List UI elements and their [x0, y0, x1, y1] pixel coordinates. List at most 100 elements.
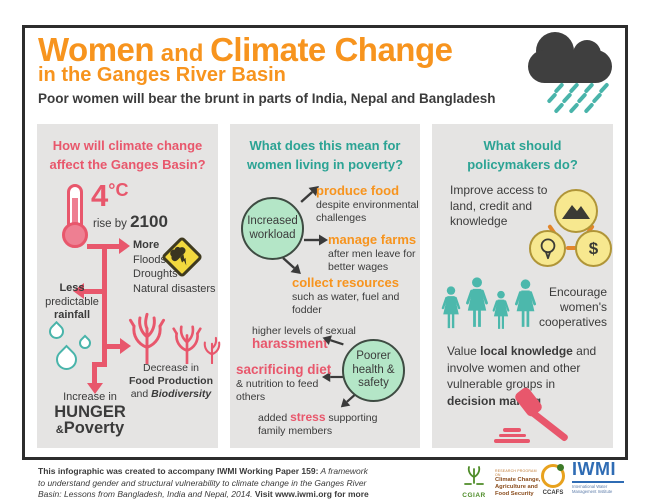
rain-cloud-icon — [528, 30, 614, 84]
column-climate-heading: How will climate change affect the Gange… — [49, 138, 206, 172]
flow-down-line — [92, 362, 97, 384]
harassment-pre: higher levels of sexual — [252, 325, 356, 337]
stress-label: added stress supporting family members — [258, 411, 390, 437]
more-item-droughts: Droughts — [133, 268, 178, 280]
arrow-harassment-icon — [322, 335, 344, 346]
decrease-biodiversity: Biodiversity — [151, 388, 212, 400]
flow-branch-more — [87, 244, 120, 249]
improve-access-label: Improve access to land, credit and knowl… — [450, 183, 548, 228]
arrow-increase-icon — [87, 383, 103, 394]
crop-plant-icon — [172, 325, 202, 364]
page-tagline: Poor women will bear the brunt in parts … — [38, 91, 496, 106]
rain-drops-icon — [534, 82, 618, 120]
cgiar-plant-icon — [464, 466, 484, 485]
ccafs-program-line: RESEARCH PROGRAM ON — [495, 469, 537, 477]
temperature-value: 4°C — [91, 178, 128, 214]
iwmi-subtitle: International Water Management Institute — [572, 484, 613, 495]
more-item-disasters: Natural disasters — [133, 282, 216, 295]
value-local-knowledge: local knowledge — [480, 344, 573, 358]
dollar-icon: $ — [588, 238, 599, 258]
arrow-collect-resources-icon — [282, 257, 301, 275]
increase-poverty: Poverty — [63, 419, 125, 437]
title-and: and — [154, 40, 211, 67]
attribution-bold: This infographic was created to accompan… — [38, 466, 319, 476]
increase-amp: & — [55, 424, 64, 436]
less-rainfall: rainfall — [53, 309, 91, 321]
diet-desc: & nutrition to feed others — [236, 378, 319, 403]
mountains-icon — [562, 205, 590, 219]
light-bulb-icon — [540, 237, 555, 259]
value-knowledge-label: Value local knowledge and involve women … — [447, 343, 605, 409]
arrow-crops-icon — [120, 338, 131, 354]
ccafs-program-text: RESEARCH PROGRAM ON Climate Change, Agri… — [495, 469, 541, 498]
attribution-url: Visit www.iwmi.org for more information — [38, 489, 369, 502]
less-rainfall-label: Less predictable rainfall — [39, 282, 105, 323]
column-policymakers: What should policymakers do? Improve acc… — [432, 124, 613, 448]
cgiar-label: CGIAR — [462, 492, 486, 499]
ccafs-logo-icon — [541, 464, 565, 488]
produce-food-title: produce food — [316, 183, 400, 198]
page-title: Women and Climate Change — [38, 31, 453, 69]
credit-circle: $ — [575, 230, 612, 267]
column-women-poverty: What does this mean for women living in … — [230, 124, 420, 448]
manage-farms-title: manage farms — [328, 232, 417, 247]
arrow-diet-icon — [322, 371, 344, 383]
woman-figure-icon — [466, 277, 488, 327]
temp-unit: °C — [108, 180, 129, 200]
connector-line — [566, 246, 578, 250]
attribution-italic: A framework to understand gender and str… — [38, 466, 368, 499]
rise-by-label: rise by 2100 — [93, 212, 168, 232]
decrease-food-production: Food Production — [129, 375, 213, 387]
collect-resources-title: collect resources — [292, 275, 399, 290]
water-drop-icon — [76, 334, 94, 352]
attribution-text: This infographic was created to accompan… — [38, 466, 370, 502]
page-subtitle: in the Ganges River Basin — [38, 64, 286, 86]
water-drop-icon — [45, 320, 68, 343]
crop-plant-icon — [203, 336, 221, 364]
woman-figure-icon — [514, 279, 537, 327]
more-label: More — [133, 239, 160, 251]
more-item-floods: Floods — [133, 253, 167, 266]
iwmi-logo: IWMI International Water Management Inst… — [572, 459, 628, 494]
ccafs-line: Climate Change, — [495, 477, 541, 483]
produce-food-desc: despite environmental challenges — [316, 199, 419, 224]
land-circle — [554, 189, 598, 233]
increase-hunger: HUNGER — [54, 403, 126, 421]
arrow-produce-food-icon — [300, 185, 319, 203]
column-poverty-heading: What does this mean for women living in … — [246, 138, 404, 172]
flow-trunk-line — [102, 244, 107, 366]
knowledge-circle — [529, 230, 566, 267]
flow-bend-line — [92, 362, 107, 367]
stress-post: supporting family members — [258, 412, 378, 437]
arrow-manage-farms-icon — [304, 234, 328, 246]
cgiar-logo: CGIAR — [455, 463, 493, 499]
ccafs-line: Food Security — [495, 491, 534, 497]
gavel-icon — [490, 385, 600, 444]
collect-resources-desc: such as water, fuel and fodder — [292, 291, 400, 316]
water-drop-icon — [51, 344, 82, 375]
flow-branch-less — [84, 289, 106, 294]
stress-bold: stress — [290, 410, 326, 424]
less-predictable: predictable — [45, 295, 99, 308]
temp-number: 4 — [91, 178, 109, 213]
decrease-and: and — [130, 388, 152, 400]
decrease-food-label: Decrease in Food Production and Biodiver… — [121, 362, 221, 401]
arrow-more-icon — [119, 238, 130, 254]
title-climate-change: Climate Change — [210, 31, 453, 68]
column-policy-heading: What should policymakers do? — [467, 138, 578, 172]
ccafs-label: CCAFS — [542, 490, 564, 496]
harassment-title: harassment — [252, 336, 328, 351]
woman-figure-icon — [441, 286, 461, 329]
column-climate-change: How will climate change affect the Gange… — [37, 124, 221, 448]
arrow-less-icon — [73, 283, 84, 299]
rise-year: 2100 — [130, 212, 168, 231]
increase-pre: Increase in — [63, 391, 117, 403]
increase-hunger-label: Increase in HUNGER &Poverty — [45, 391, 135, 438]
iwmi-label: IWMI — [572, 459, 616, 479]
poorer-health-circle: Poorer health & safety — [342, 339, 405, 402]
more-effects-list: More Floods Droughts Natural disasters — [133, 238, 216, 296]
storm-warning-sign-icon — [160, 235, 204, 279]
flow-branch-crops — [104, 344, 121, 349]
ccafs-line: Agriculture and — [495, 484, 538, 490]
